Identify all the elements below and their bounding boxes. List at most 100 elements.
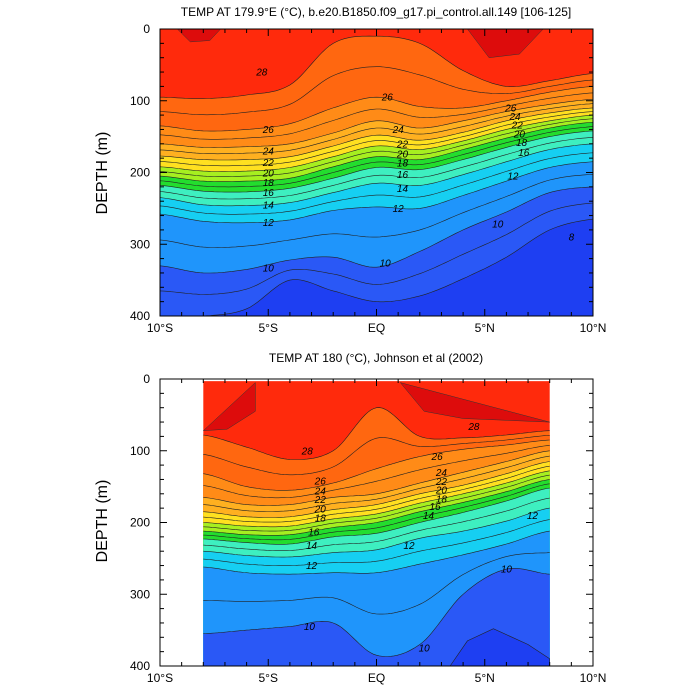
- contour-label: 14: [306, 541, 318, 552]
- contour-label: 10: [304, 622, 316, 633]
- contour-label: 24: [508, 112, 521, 123]
- isotherm-line: [159, 107, 594, 161]
- contour-label: 16: [397, 170, 409, 181]
- contour-label: 18: [263, 178, 275, 189]
- contour-label: 22: [435, 477, 448, 488]
- contour-label: 12: [527, 511, 539, 522]
- contour-label: 12: [403, 541, 415, 552]
- isotherm-line: [159, 186, 594, 274]
- isotherm-line: [159, 137, 594, 200]
- contour-label: 26: [504, 103, 517, 114]
- isotherm-line: [159, 202, 594, 295]
- top-chart-title: TEMP AT 179.9°E (°C), b.e20.B1850.f09_g1…: [181, 5, 572, 19]
- contour-label: 18: [436, 494, 448, 505]
- contour-label: 20: [314, 504, 327, 515]
- isotherm-line: [203, 445, 550, 499]
- isotherm-line: [159, 152, 594, 215]
- contour-label: 26: [262, 125, 275, 136]
- band-fill: [160, 219, 593, 316]
- contour-label: 14: [423, 511, 435, 522]
- contour-label: 22: [396, 139, 409, 150]
- contour-label: 16: [518, 148, 530, 159]
- contour-label: 16: [308, 527, 320, 538]
- isotherm-line: [203, 455, 550, 512]
- contour-label: 12: [306, 561, 318, 572]
- x-tick-label: 10°S: [147, 321, 173, 335]
- contour-label: 10: [380, 258, 392, 269]
- warm-pool: [202, 382, 256, 431]
- isotherm-line: [203, 474, 550, 532]
- contour-label: 12: [393, 204, 405, 215]
- top-panel: TEMP AT 179.9°E (°C), b.e20.B1850.f09_g1…: [94, 5, 606, 335]
- contour-label: 18: [315, 514, 327, 525]
- isotherm-line: [203, 450, 550, 506]
- isotherm-line: [159, 66, 594, 116]
- x-tick-label: 5°N: [475, 671, 495, 685]
- x-tick-label: 10°N: [580, 321, 607, 335]
- contour-label: 10: [501, 565, 513, 576]
- y-tick-label: 200: [130, 516, 150, 530]
- y-tick-label: 0: [143, 372, 150, 386]
- contour-label: 20: [262, 169, 275, 180]
- isotherm-line: [203, 461, 550, 518]
- isotherm-line: [159, 86, 594, 132]
- contour-label: 26: [314, 476, 327, 487]
- isotherm-line: [203, 407, 550, 460]
- contour-label: 24: [392, 125, 405, 136]
- contour-label: 26: [381, 93, 394, 104]
- isotherm-line: [159, 130, 594, 193]
- y-tick-label: 300: [130, 587, 150, 601]
- contour-label: 20: [396, 149, 409, 160]
- bottom-y-axis-label: DEPTH (m): [94, 480, 111, 563]
- contour-label: 10: [492, 220, 504, 231]
- isotherm-line: [159, 161, 594, 224]
- bottom-panel: TEMP AT 180 (°C), Johnson et al (2002) 2…: [94, 351, 606, 685]
- contour-label: 28: [467, 422, 480, 433]
- isotherm-line: [203, 519, 550, 566]
- isotherm-line: [160, 35, 594, 99]
- contour-label: 18: [516, 138, 528, 149]
- top-y-axis-label: DEPTH (m): [94, 132, 111, 215]
- y-tick-label: 300: [130, 237, 150, 251]
- isotherm-line: [203, 497, 550, 551]
- x-tick-label: EQ: [368, 321, 385, 335]
- band-fill: [203, 568, 550, 666]
- x-tick-label: 5°S: [259, 321, 278, 335]
- contour-label: 18: [397, 159, 409, 170]
- contour-label: 8: [569, 233, 575, 244]
- isotherm-line: [159, 114, 594, 172]
- y-tick-label: 200: [130, 166, 150, 180]
- x-tick-label: 10°S: [147, 671, 173, 685]
- isotherm-line: [160, 218, 594, 317]
- isotherm-line: [203, 507, 550, 558]
- isotherm-line: [159, 143, 594, 207]
- bottom-chart-title: TEMP AT 180 (°C), Johnson et al (2002): [269, 351, 483, 365]
- isotherm-line: [203, 483, 550, 541]
- contour-label: 22: [314, 495, 327, 506]
- isotherm-line: [159, 174, 594, 248]
- contour-label: 24: [435, 468, 448, 479]
- bottom-contour-labels: 2828262624222018161412242220181614121210…: [301, 422, 539, 655]
- x-tick-label: 10°N: [580, 671, 607, 685]
- contour-label: 14: [397, 184, 409, 195]
- isotherm-line: [203, 568, 550, 657]
- y-tick-label: 400: [130, 309, 150, 323]
- contour-label: 12: [263, 218, 275, 229]
- bottom-contour-lines: [203, 407, 550, 657]
- isotherm-line: [159, 92, 594, 140]
- x-tick-label: EQ: [368, 671, 385, 685]
- isotherm-line: [203, 470, 550, 528]
- warm-pool: [399, 382, 550, 423]
- isotherm-line: [159, 126, 594, 188]
- contour-label: 14: [263, 200, 275, 211]
- top-contour-fill: [160, 28, 593, 317]
- isotherm-line: [203, 552, 550, 615]
- isotherm-line: [203, 487, 550, 545]
- contour-label: 20: [513, 129, 526, 140]
- isotherm-line: [159, 103, 594, 155]
- isotherm-line: [159, 111, 594, 167]
- contour-label: 28: [255, 68, 268, 79]
